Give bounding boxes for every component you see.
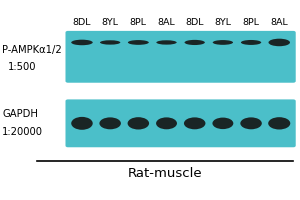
Ellipse shape [240,117,262,129]
FancyBboxPatch shape [65,31,296,83]
Ellipse shape [100,40,120,45]
FancyBboxPatch shape [65,99,296,147]
Text: 8PL: 8PL [243,18,260,27]
Text: 8AL: 8AL [158,18,175,27]
Ellipse shape [268,39,290,46]
Ellipse shape [128,117,149,129]
Ellipse shape [128,40,149,45]
Text: Rat-muscle: Rat-muscle [128,167,202,180]
Ellipse shape [184,117,206,129]
Ellipse shape [184,40,205,45]
Text: 8YL: 8YL [214,18,231,27]
Text: 8YL: 8YL [102,18,119,27]
Text: 8AL: 8AL [270,18,288,27]
Ellipse shape [241,40,261,45]
Ellipse shape [156,40,177,45]
Text: P-AMPKα1/2: P-AMPKα1/2 [2,45,62,55]
Text: 1:500: 1:500 [8,62,37,72]
Text: 8DL: 8DL [185,18,204,27]
Ellipse shape [213,40,233,45]
Text: GAPDH: GAPDH [2,109,38,119]
Text: 1:20000: 1:20000 [2,127,43,137]
Ellipse shape [71,117,93,130]
Text: 8PL: 8PL [130,18,147,27]
Text: 8DL: 8DL [73,18,91,27]
Ellipse shape [156,117,177,129]
Ellipse shape [212,118,233,129]
Ellipse shape [71,40,93,45]
Ellipse shape [99,117,121,129]
Ellipse shape [268,117,290,129]
